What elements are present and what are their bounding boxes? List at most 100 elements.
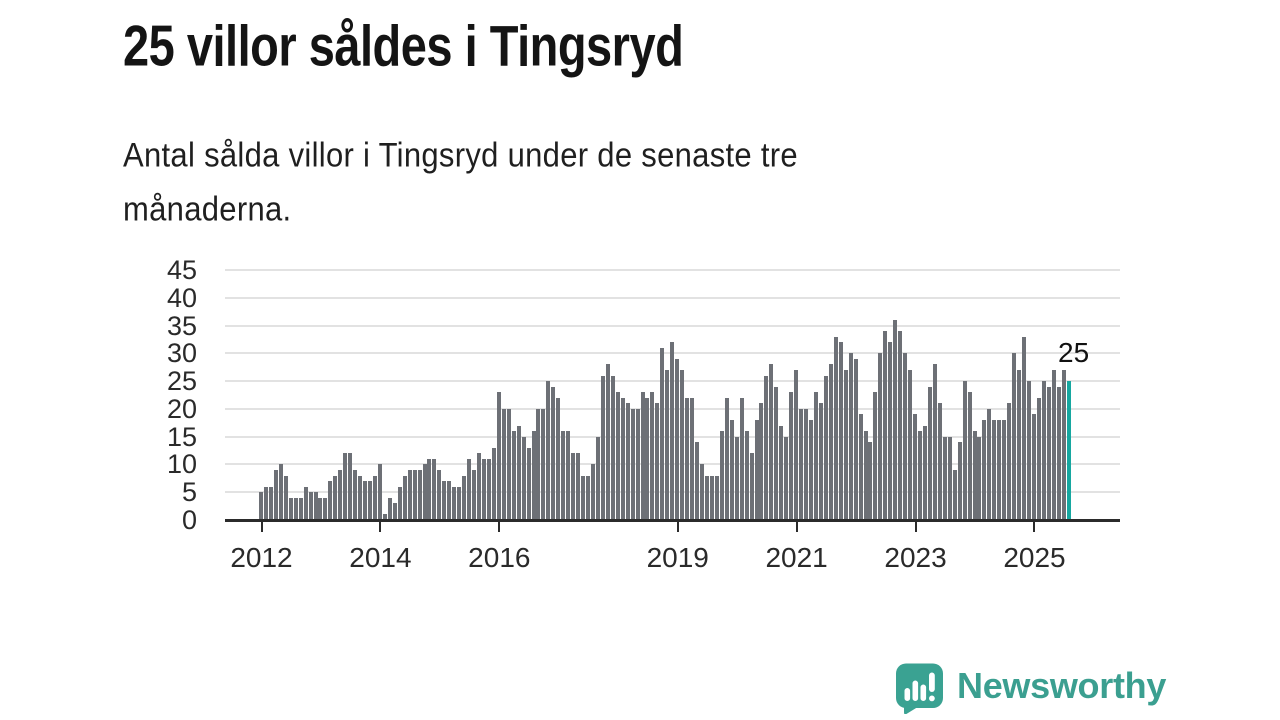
bar	[313, 492, 318, 520]
bar	[551, 386, 556, 520]
bar	[962, 381, 967, 520]
bar	[477, 453, 482, 520]
bar	[932, 364, 937, 520]
bar	[462, 475, 467, 520]
bar	[804, 408, 809, 520]
bar	[298, 497, 303, 520]
bar	[789, 392, 794, 520]
bar	[308, 492, 313, 520]
bar	[1007, 403, 1012, 520]
bar	[670, 342, 675, 520]
x-tick-label-2014: 2014	[349, 542, 412, 573]
bar	[318, 497, 323, 520]
bar	[630, 408, 635, 520]
bar	[481, 458, 486, 520]
x-tick-2019	[676, 522, 679, 532]
bar	[843, 370, 848, 520]
bar	[531, 431, 536, 520]
x-tick-2016	[498, 522, 501, 532]
bar	[437, 470, 442, 520]
bar	[372, 475, 377, 520]
bar	[774, 386, 779, 520]
bar	[992, 420, 997, 520]
bar	[303, 486, 308, 520]
bar	[501, 408, 506, 520]
bar	[1056, 386, 1061, 520]
bar	[883, 331, 888, 520]
bar	[382, 514, 387, 520]
chart-description-line-1: Antal sålda villor i Tingsryd under de s…	[123, 135, 798, 175]
bar	[1022, 336, 1027, 520]
bar	[982, 420, 987, 520]
bar	[1031, 414, 1036, 520]
x-tick-2012	[260, 522, 263, 532]
bar	[407, 470, 412, 520]
bar	[412, 470, 417, 520]
bar	[268, 486, 273, 520]
bar	[799, 408, 804, 520]
bar	[650, 392, 655, 520]
bar	[769, 364, 774, 520]
bar	[719, 431, 724, 520]
page-title: 25 villor såldes i Tingsryd	[123, 13, 684, 78]
x-tick-2021	[795, 522, 798, 532]
bar	[625, 403, 630, 520]
bar	[873, 392, 878, 520]
y-tick-label-30: 30	[166, 338, 197, 369]
y-tick-label-40: 40	[166, 282, 197, 313]
bar	[724, 397, 729, 520]
x-tick-2025	[1033, 522, 1036, 532]
bar	[328, 481, 333, 520]
bar	[259, 492, 263, 520]
bar	[947, 436, 952, 520]
bar	[615, 392, 620, 520]
bar	[952, 470, 957, 520]
bar	[700, 464, 704, 520]
bar	[838, 342, 843, 520]
bar	[655, 403, 660, 520]
bar	[1046, 386, 1051, 520]
bar	[556, 397, 561, 520]
bar	[987, 408, 992, 520]
bar	[526, 447, 531, 520]
bar	[640, 392, 645, 520]
bar	[506, 408, 511, 520]
bar	[858, 414, 863, 520]
bar	[422, 464, 427, 520]
x-tick-label-2025: 2025	[1003, 542, 1066, 573]
bar	[848, 353, 853, 520]
newsworthy-logo-icon	[896, 663, 943, 714]
x-tick-label-2021: 2021	[765, 542, 828, 573]
bar	[263, 486, 268, 520]
bar	[620, 397, 625, 520]
bar	[546, 381, 551, 520]
chart-description: Antal sålda villor i Tingsryd under de s…	[123, 128, 798, 236]
bar	[937, 403, 942, 520]
bar	[561, 431, 566, 520]
bar	[739, 397, 744, 520]
bar	[813, 392, 818, 520]
x-tick-2014	[379, 522, 382, 532]
highlight-bar	[1066, 381, 1071, 520]
bar	[927, 386, 932, 520]
bar	[709, 475, 714, 520]
bar	[293, 497, 298, 520]
bar	[442, 481, 447, 520]
bar	[764, 375, 769, 520]
bar	[358, 475, 363, 520]
x-tick-label-2016: 2016	[468, 542, 531, 573]
gridline-35	[225, 324, 1120, 327]
bar	[427, 458, 432, 520]
bar	[818, 403, 823, 520]
bar	[605, 364, 610, 520]
bar	[645, 397, 650, 520]
bar	[338, 470, 343, 520]
bar	[695, 442, 700, 520]
gridline-40	[225, 296, 1120, 299]
bar	[665, 370, 670, 520]
bar	[392, 503, 397, 520]
bar	[690, 397, 695, 520]
bar	[595, 436, 600, 520]
bar	[779, 425, 784, 520]
bar	[977, 436, 982, 520]
